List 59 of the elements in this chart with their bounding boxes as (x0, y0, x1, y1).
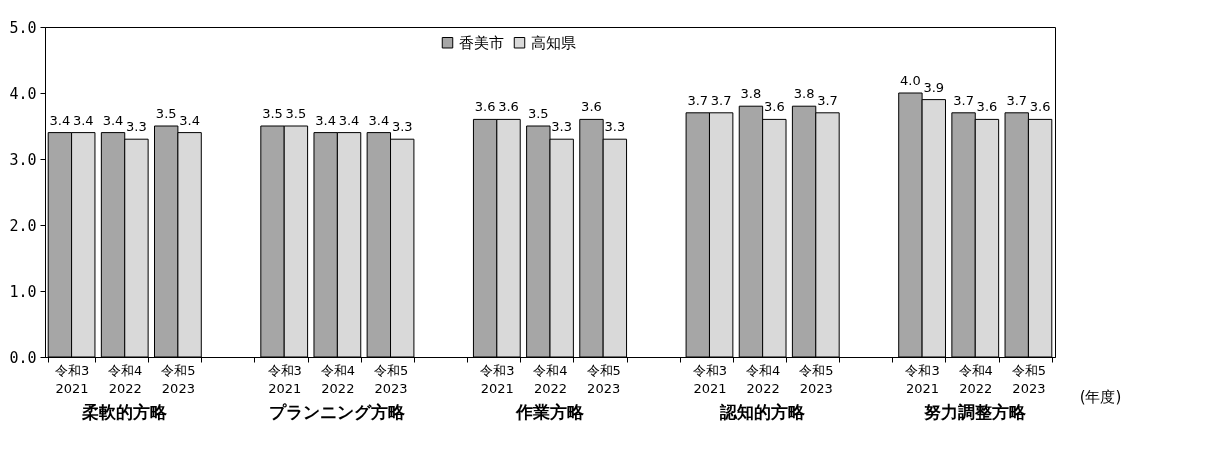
data-label: 3.7 (817, 92, 838, 108)
x-tick-label: 令和4 2022 (958, 362, 993, 396)
data-label: 3.4 (49, 112, 71, 128)
legend-label: 高知県 (531, 33, 576, 52)
x-tick-label: 令和4 2022 (745, 362, 781, 396)
x-tick-label: 令和4 2022 (533, 362, 568, 396)
y-tick-label: 2.0 (9, 216, 37, 235)
data-label: 3.3 (604, 119, 626, 135)
legend-label: 香美市 (459, 33, 504, 52)
y-tick-label: 4.0 (9, 84, 37, 103)
data-label: 3.6 (474, 99, 496, 115)
x-axis-title: (年度) (1079, 387, 1122, 406)
data-label: 3.5 (155, 106, 177, 121)
data-label: 3.7 (687, 92, 709, 108)
data-label: 3.6 (581, 99, 602, 115)
y-tick-label: 5.0 (9, 18, 37, 37)
x-tick-label: 令和5 2023 (799, 362, 834, 396)
data-label: 3.4 (102, 112, 124, 128)
x-tick-label: 令和3 2021 (267, 362, 302, 396)
x-tick-label: 令和5 2023 (373, 362, 409, 396)
data-label: 3.8 (793, 86, 815, 102)
text: 努力調整方略 (924, 402, 1028, 422)
data-label: 3.8 (740, 86, 762, 102)
data-label: 3.6 (976, 99, 998, 115)
x-tick-label: 令和5 2023 (161, 362, 196, 396)
text: 柔軟的方略 (81, 402, 169, 422)
data-label: 3.3 (551, 119, 573, 135)
data-label: 3.7 (710, 92, 732, 108)
data-label: 3.5 (262, 106, 283, 121)
text: プランニング方略 (269, 402, 407, 422)
x-tick-label: 令和4 2022 (108, 362, 143, 396)
data-label: 3.4 (179, 112, 200, 128)
data-label: 3.5 (285, 106, 307, 121)
data-label: 3.3 (391, 119, 413, 135)
x-tick-label: 令和3 2021 (692, 362, 728, 396)
data-label: 3.4 (72, 112, 94, 128)
data-label: 3.9 (923, 79, 945, 95)
data-label: 4.0 (900, 73, 921, 88)
x-tick-label: 令和3 2021 (480, 362, 515, 396)
data-label: 3.6 (1029, 99, 1051, 115)
data-label: 3.4 (338, 112, 360, 128)
x-tick-label: 令和5 2023 (1011, 362, 1047, 396)
data-label: 3.7 (953, 92, 974, 108)
data-label: 3.7 (1006, 92, 1028, 108)
data-label: 3.4 (315, 112, 337, 128)
data-label: 3.6 (763, 99, 785, 115)
x-tick-label: 令和3 2021 (54, 362, 90, 396)
text: 認知的方略 (719, 402, 807, 422)
data-label: 3.6 (498, 99, 519, 115)
data-label: 3.4 (368, 112, 390, 128)
y-tick-label: 1.0 (9, 282, 37, 301)
x-tick-label: 令和5 2023 (586, 362, 621, 396)
data-label: 3.3 (126, 119, 147, 135)
y-tick-label: 0.0 (9, 348, 37, 367)
x-tick-label: 令和3 2021 (905, 362, 940, 396)
y-tick-label: 3.0 (9, 150, 37, 169)
text: 作業方略 (515, 402, 585, 422)
x-tick-label: 令和4 2022 (320, 362, 356, 396)
data-label: 3.5 (527, 106, 549, 121)
